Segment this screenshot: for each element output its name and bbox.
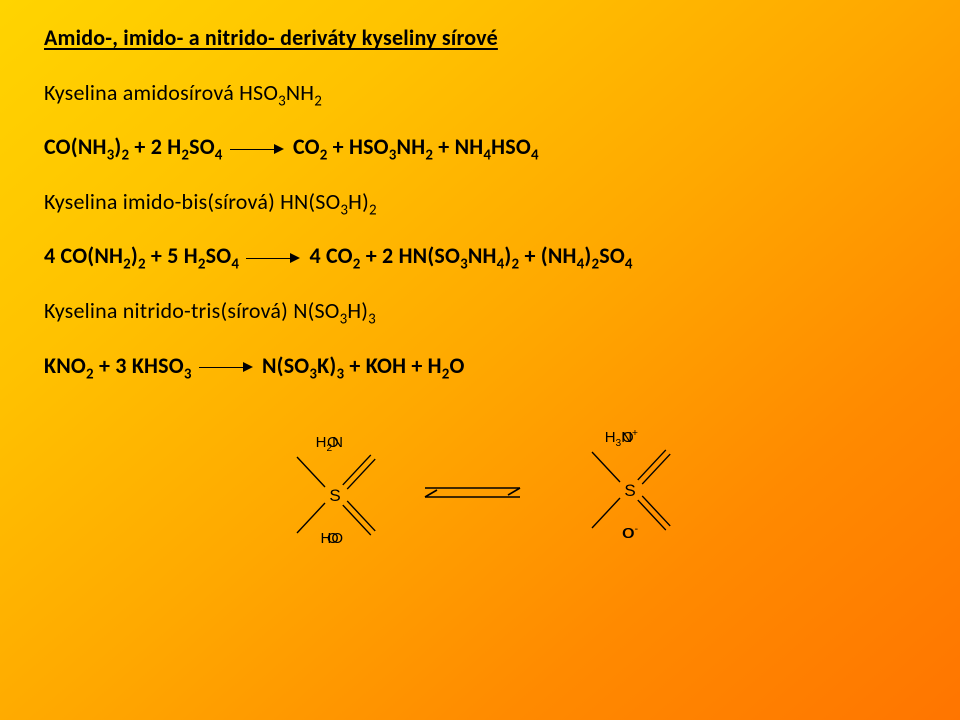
svg-text:S: S bbox=[329, 486, 340, 505]
nitrido-line: Kyselina nitrido-tris(sírová) N(SO3H)3 bbox=[44, 297, 916, 326]
eq1-lhs: CO(NH3)2 + 2 H2SO4 bbox=[44, 133, 223, 160]
amidosirova-prefix: Kyselina amidosírová bbox=[44, 79, 239, 106]
slide-title: Amido-, imido- a nitrido- deriváty kysel… bbox=[44, 24, 916, 53]
reaction-arrow-icon bbox=[199, 361, 255, 373]
eq2-lhs: 4 CO(NH2)2 + 5 H2SO4 bbox=[44, 242, 239, 269]
tautomer-structures-icon: SH2NOOHOSH3N+OOO- bbox=[200, 400, 760, 580]
equation-2: 4 CO(NH2)2 + 5 H2SO4 4 CO2 + 2 HN(SO3NH4… bbox=[44, 242, 916, 271]
reaction-arrow-icon bbox=[246, 252, 302, 264]
eq3-rhs: N(SO3K)3 + KOH + H2O bbox=[262, 352, 465, 379]
eq3-lhs: KNO2 + 3 KHSO3 bbox=[44, 352, 192, 379]
nitrido-formula: N(SO3H)3 bbox=[293, 297, 376, 324]
reaction-arrow-icon bbox=[230, 143, 286, 155]
eq2-rhs: 4 CO2 + 2 HN(SO3NH4)2 + (NH4)2SO4 bbox=[309, 242, 632, 269]
nitrido-prefix: Kyselina nitrido-tris(sírová) bbox=[44, 297, 293, 324]
imido-line: Kyselina imido-bis(sírová) HN(SO3H)2 bbox=[44, 188, 916, 217]
imido-prefix: Kyselina imido-bis(sírová) bbox=[44, 188, 280, 215]
amidosirova-formula: HSO3NH2 bbox=[239, 79, 322, 106]
equation-3: KNO2 + 3 KHSO3 N(SO3K)3 + KOH + H2O bbox=[44, 352, 916, 381]
imido-formula: HN(SO3H)2 bbox=[280, 188, 377, 215]
amidosirova-line: Kyselina amidosírová HSO3NH2 bbox=[44, 79, 916, 108]
eq1-rhs: CO2 + HSO3NH2 + NH4HSO4 bbox=[293, 133, 539, 160]
slide: Amido-, imido- a nitrido- deriváty kysel… bbox=[0, 0, 960, 720]
structure-diagram: SH2NOOHOSH3N+OOO- bbox=[44, 400, 916, 585]
equation-1: CO(NH3)2 + 2 H2SO4 CO2 + HSO3NH2 + NH4HS… bbox=[44, 133, 916, 162]
svg-text:S: S bbox=[624, 481, 635, 500]
